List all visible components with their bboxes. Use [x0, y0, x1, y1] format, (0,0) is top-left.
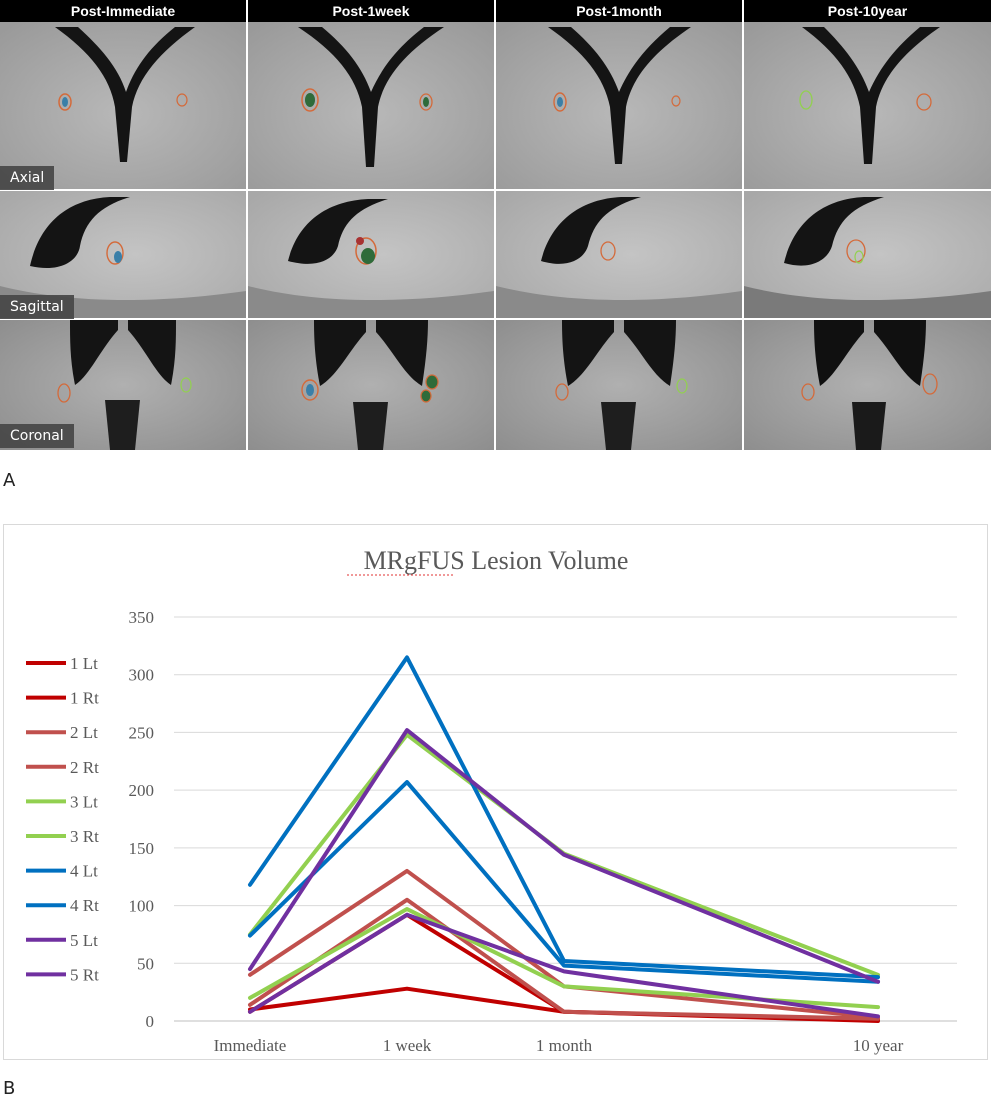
- row-label-coronal: Coronal: [0, 424, 74, 448]
- panel-label-b: B: [3, 1078, 16, 1099]
- series-line-5-lt: [248, 728, 880, 984]
- x-tick-label: 1 week: [383, 1036, 432, 1055]
- legend-label: 1 Rt: [70, 689, 99, 708]
- mri-tiles: [0, 22, 991, 450]
- y-tick-label: 50: [137, 954, 154, 973]
- row-label-axial: Axial: [0, 166, 55, 190]
- series-line-4-lt: [248, 655, 880, 980]
- y-tick-label: 250: [129, 723, 155, 742]
- x-tick-label: 1 month: [536, 1036, 593, 1055]
- column-header-post-immediate: Post-Immediate: [0, 0, 246, 22]
- x-tick-label: 10 year: [853, 1036, 904, 1055]
- legend-label: 4 Rt: [70, 896, 99, 915]
- series-line-4-rt: [248, 780, 880, 984]
- chart-title: MRgFUS Lesion Volume: [364, 546, 629, 575]
- column-header-post-1month: Post-1month: [496, 0, 742, 22]
- y-tick-label: 0: [146, 1012, 155, 1031]
- y-tick-label: 200: [129, 781, 155, 800]
- column-header-post-10year: Post-10year: [744, 0, 991, 22]
- legend-label: 2 Rt: [70, 758, 99, 777]
- series-line-2-lt: [248, 868, 880, 1020]
- row-label-sagittal: Sagittal: [0, 295, 74, 319]
- legend-label: 2 Lt: [70, 723, 98, 742]
- legend-label: 5 Lt: [70, 931, 98, 950]
- sagittal-row: [0, 191, 991, 318]
- x-tick-label: Immediate: [214, 1036, 287, 1055]
- series-line-5-rt: [248, 912, 880, 1019]
- lesion-volume-chart: MRgFUS Lesion Volume 0 50 100 150 200 250 300 3…: [26, 546, 957, 1055]
- y-tick-label: 100: [129, 897, 155, 916]
- y-tick-label: 300: [129, 666, 155, 685]
- chart-frame: MRgFUS Lesion Volume 0 50 100 150 200 250 300 3…: [3, 524, 988, 1060]
- legend-label: 1 Lt: [70, 654, 98, 673]
- column-header-post-1week: Post-1week: [248, 0, 494, 22]
- y-tick-label: 350: [129, 608, 155, 627]
- series-line-3-rt: [248, 907, 880, 1010]
- y-tick-label: 150: [129, 839, 155, 858]
- axial-row: [0, 22, 991, 189]
- panel-label-a: A: [3, 470, 16, 491]
- legend-label: 3 Rt: [70, 827, 99, 846]
- legend-label: 3 Lt: [70, 792, 98, 811]
- mri-montage: Post-Immediate Post-1week Post-1month Po…: [0, 0, 991, 450]
- series-line-1-lt: [248, 912, 880, 1023]
- legend-label: 4 Lt: [70, 862, 98, 881]
- coronal-row: [0, 320, 991, 450]
- legend-label: 5 Rt: [70, 965, 99, 984]
